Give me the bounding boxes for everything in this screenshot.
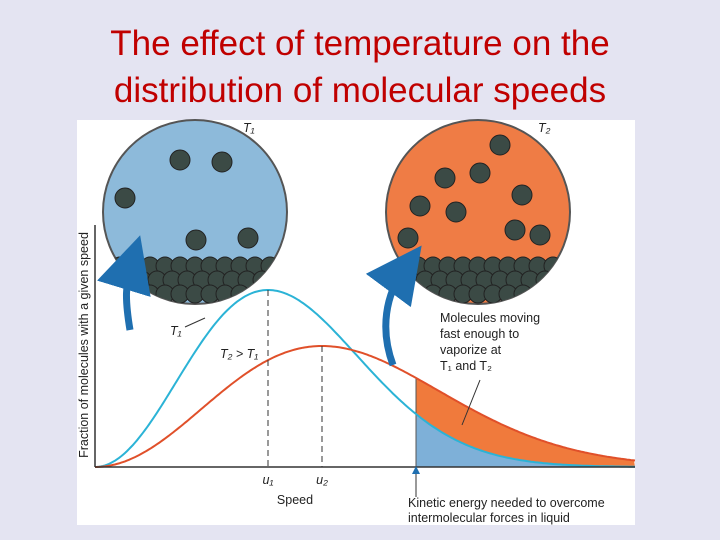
curves <box>94 289 636 468</box>
molecule <box>504 219 526 241</box>
note-line: T₁ and T₂ <box>440 359 492 373</box>
molecule <box>529 224 551 246</box>
molecule <box>469 162 491 184</box>
molecule <box>185 229 207 251</box>
label-pointer <box>461 379 481 426</box>
note-line: Kinetic energy needed to overcome <box>408 496 605 510</box>
molecule <box>114 187 136 209</box>
molecule <box>434 167 456 189</box>
curve-label: T₂ > T₁ <box>220 347 258 361</box>
y-axis-label: Fraction of molecules with a given speed <box>77 232 91 458</box>
note-line: Molecules moving <box>440 311 540 325</box>
molecule <box>237 227 259 249</box>
speed-mark: u₂ <box>316 473 328 487</box>
vaporize-arrow <box>365 245 422 367</box>
hot-curve <box>95 345 636 468</box>
vaporize-area-hot <box>416 378 635 467</box>
x-axis-label: Speed <box>277 493 313 507</box>
curve-label: T₁ <box>170 324 182 338</box>
note-line: vaporize at <box>440 343 502 357</box>
speed-mark: u₁ <box>263 473 274 487</box>
slide-title: The effect of temperature on the distrib… <box>110 24 610 110</box>
molecule <box>511 184 533 206</box>
note-line: intermolecular forces in liquid <box>408 511 570 525</box>
vaporize-area-cool <box>416 414 635 467</box>
circle-label: T₁ <box>243 121 255 135</box>
note-line: fast enough to <box>440 327 519 341</box>
cool-curve <box>94 289 635 468</box>
vaporize-arrow <box>97 235 151 331</box>
circle-label: T₂ <box>538 121 551 135</box>
molecule <box>489 134 511 156</box>
molecule <box>409 195 431 217</box>
molecule <box>445 201 467 223</box>
molecule <box>169 149 191 171</box>
label-pointer <box>184 317 206 328</box>
molecule <box>211 151 233 173</box>
molecule <box>397 227 419 249</box>
